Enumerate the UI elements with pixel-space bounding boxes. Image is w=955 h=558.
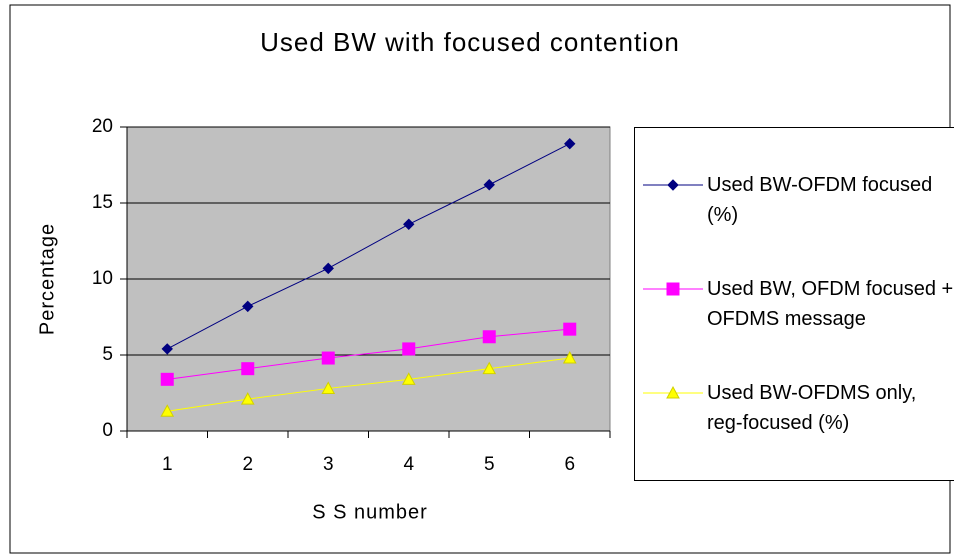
x-axis-label: S S number [312,501,428,523]
legend-symbol [643,179,703,191]
marker-square [482,330,496,344]
x-tick-label: 4 [403,454,414,475]
legend-label: Used BW-OFDMS only, reg-focused (%) [707,382,917,434]
y-tick-label: 10 [92,268,113,289]
series-line [167,357,570,412]
y-tick-label: 15 [92,192,113,213]
x-tick-label: 2 [242,454,253,475]
marker-diamond [161,343,173,355]
marker-square [160,372,174,386]
marker-triangle [562,350,577,364]
marker-diamond [403,218,415,230]
x-tick-label: 3 [323,454,334,475]
series-line [167,328,570,380]
y-tick-label: 5 [102,344,113,365]
marker-triangle [666,385,680,399]
legend-symbol [643,282,703,296]
legend-label: Used BW, OFDM focused + OFDMS message [707,278,954,330]
legend-entry: Used BW-OFDMS only, reg-focused (%) [635,378,954,438]
legend-entry: Used BW, OFDM focused + OFDMS message [635,274,954,334]
marker-diamond [483,179,495,191]
legend: Used BW-OFDM focused (%) Used BW, OFDM fo… [634,127,954,481]
chart-title: Used BW with focused contention [260,27,680,57]
marker-triangle [482,361,497,375]
legend-entry: Used BW-OFDM focused (%) [635,170,954,230]
legend-symbol [643,385,703,399]
marker-triangle [321,381,336,394]
marker-diamond [564,138,576,150]
marker-triangle [240,392,255,405]
marker-square [241,362,255,376]
marker-square [402,342,416,356]
marker-square [666,282,680,296]
x-tick-label: 6 [564,454,575,475]
series-line [167,143,570,350]
marker-square [321,351,335,365]
y-tick-label: 0 [102,420,113,441]
x-tick-label: 1 [162,454,173,475]
marker-diamond [322,262,334,275]
marker-triangle [160,404,175,417]
marker-diamond [242,300,254,313]
x-tick-label: 5 [484,454,495,475]
marker-triangle [401,372,416,385]
y-tick-label: 20 [92,116,113,137]
legend-label: Used BW-OFDM focused (%) [707,174,933,226]
marker-diamond [667,179,679,191]
marker-square [563,322,577,336]
y-axis-label: Percentage [36,223,58,335]
